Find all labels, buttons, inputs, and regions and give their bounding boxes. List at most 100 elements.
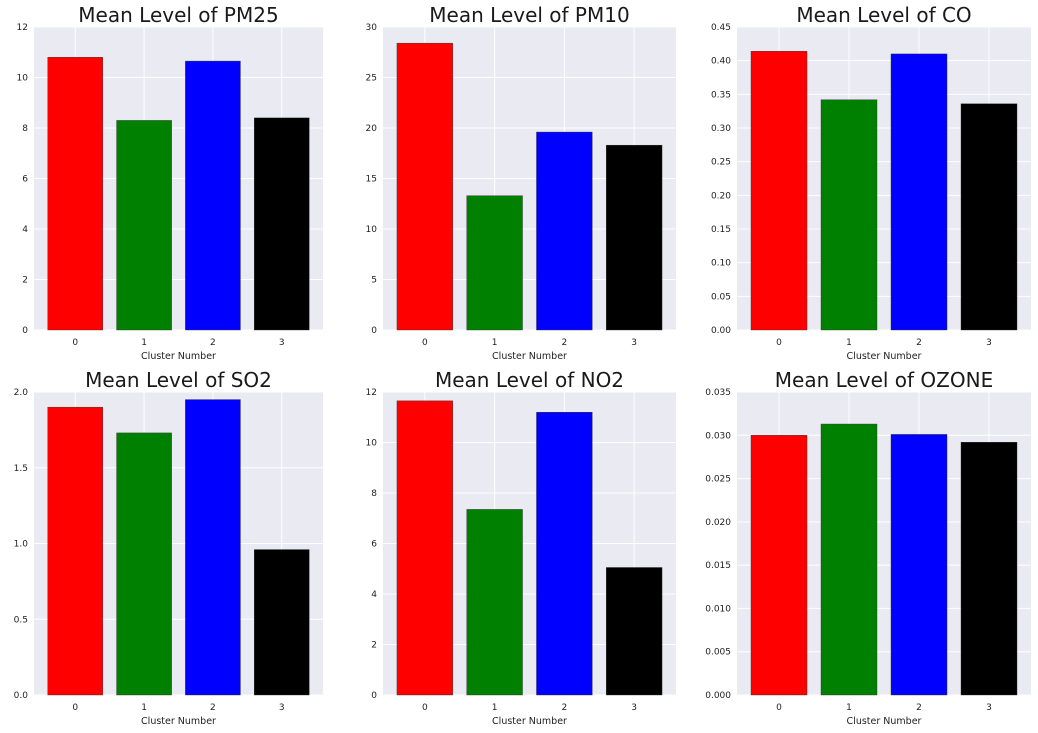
y-tick-label: 0.20	[711, 191, 731, 201]
x-tick-label: 1	[492, 338, 498, 348]
y-tick-label: 0.35	[711, 90, 731, 100]
y-tick-label: 0	[22, 326, 28, 336]
bar-2	[890, 434, 948, 696]
chart-title: Mean Level of PM10	[429, 3, 629, 27]
y-tick-label: 0.5	[14, 615, 28, 625]
bar-1	[466, 195, 523, 331]
y-tick-label: 0.15	[711, 225, 731, 235]
chart-panel-3: 0.0 0.5 1.0 1.5 2.0 0 1 2 3 Cluster Number Mean Le…	[14, 368, 323, 727]
y-tick-label: 12	[17, 23, 28, 33]
bar-2	[536, 412, 593, 696]
x-tick-label: 1	[846, 338, 852, 348]
chart-title: Mean Level of PM25	[78, 3, 278, 27]
x-tick-label: 3	[986, 338, 992, 348]
y-tick-label: 1.5	[14, 464, 28, 474]
x-tick-label: 2	[210, 338, 216, 348]
x-tick-label: 0	[422, 703, 428, 713]
x-tick-label: 2	[562, 703, 568, 713]
x-tick-label: 0	[776, 703, 782, 713]
y-tick-label: 0.0	[14, 691, 29, 701]
x-axis-label: Cluster Number	[847, 351, 922, 362]
y-tick-label: 0.020	[705, 518, 731, 528]
bar-2	[185, 60, 241, 331]
y-tick-label: 0.015	[705, 561, 731, 571]
bar-0	[396, 400, 453, 696]
y-tick-label: 30	[366, 23, 378, 33]
x-tick-label: 1	[492, 703, 498, 713]
chart-title: Mean Level of OZONE	[775, 368, 993, 392]
y-tick-label: 20	[366, 124, 378, 134]
y-tick-label: 0.25	[711, 158, 731, 168]
y-tick-label: 2.0	[14, 388, 29, 398]
y-tick-label: 0.000	[705, 691, 731, 701]
bar-2	[185, 399, 241, 696]
chart-panel-5: 0.000 0.005 0.010 0.015 0.020 0.025 0.030 0.035…	[705, 368, 1031, 727]
y-tick-label: 8	[22, 124, 28, 134]
y-tick-label: 0.030	[705, 431, 731, 441]
chart-title: Mean Level of SO2	[85, 368, 272, 392]
x-axis-label: Cluster Number	[847, 716, 922, 727]
x-tick-label: 3	[279, 338, 285, 348]
bar-3	[253, 117, 310, 331]
y-tick-label: 10	[366, 439, 378, 449]
y-tick-label: 5	[371, 276, 377, 286]
y-tick-label: 0.025	[705, 475, 731, 485]
y-tick-label: 2	[371, 641, 377, 651]
y-tick-label: 0	[371, 691, 377, 701]
chart-title: Mean Level of CO	[796, 3, 971, 27]
y-tick-label: 0.00	[711, 326, 731, 336]
y-tick-label: 12	[366, 388, 377, 398]
x-tick-label: 2	[210, 703, 216, 713]
bar-0	[47, 406, 104, 696]
x-axis-label: Cluster Number	[141, 351, 216, 362]
bar-0	[47, 57, 104, 331]
x-tick-label: 1	[846, 703, 852, 713]
y-tick-label: 0.05	[711, 292, 731, 302]
chart-panel-1: 0 5 10 15 20 25 30 0 1 2 3 Cluster Number Mean Level…	[366, 3, 676, 362]
bar-2	[536, 131, 593, 331]
y-tick-label: 0.40	[711, 57, 731, 67]
x-tick-label: 2	[916, 338, 922, 348]
y-tick-label: 0.30	[711, 124, 731, 134]
chart-panel-2: 0.00 0.05 0.10 0.15 0.20 0.25 0.30 0.35 0.40 0.45…	[711, 3, 1031, 362]
x-tick-label: 0	[422, 338, 428, 348]
bar-0	[750, 51, 808, 331]
y-tick-label: 0.010	[705, 604, 731, 614]
y-tick-label: 15	[366, 175, 377, 185]
bar-1	[820, 423, 878, 696]
x-tick-label: 3	[631, 338, 637, 348]
y-tick-label: 0.10	[711, 259, 731, 269]
bar-1	[820, 99, 878, 331]
y-tick-label: 8	[371, 489, 377, 499]
x-tick-label: 0	[72, 338, 78, 348]
bar-0	[750, 435, 808, 696]
x-tick-label: 3	[279, 703, 285, 713]
x-tick-label: 1	[141, 703, 147, 713]
bar-3	[960, 442, 1018, 696]
y-tick-label: 10	[366, 225, 378, 235]
x-axis-label: Cluster Number	[492, 716, 567, 727]
x-tick-label: 2	[562, 338, 568, 348]
bar-0	[396, 42, 453, 331]
x-axis-label: Cluster Number	[492, 351, 567, 362]
y-tick-label: 2	[22, 276, 28, 286]
y-tick-label: 4	[22, 225, 28, 235]
y-tick-label: 0	[371, 326, 377, 336]
y-tick-label: 0.45	[711, 23, 731, 33]
y-tick-label: 6	[371, 540, 377, 550]
x-tick-label: 3	[986, 703, 992, 713]
bar-1	[116, 120, 172, 331]
x-axis-label: Cluster Number	[141, 716, 216, 727]
y-tick-label: 1.0	[14, 540, 29, 550]
bar-3	[606, 144, 663, 331]
y-tick-label: 25	[366, 74, 377, 84]
x-tick-label: 1	[141, 338, 147, 348]
bar-1	[116, 432, 172, 696]
bar-3	[960, 103, 1018, 331]
x-tick-label: 3	[631, 703, 637, 713]
bar-3	[253, 549, 310, 696]
y-tick-label: 0.005	[705, 648, 731, 658]
